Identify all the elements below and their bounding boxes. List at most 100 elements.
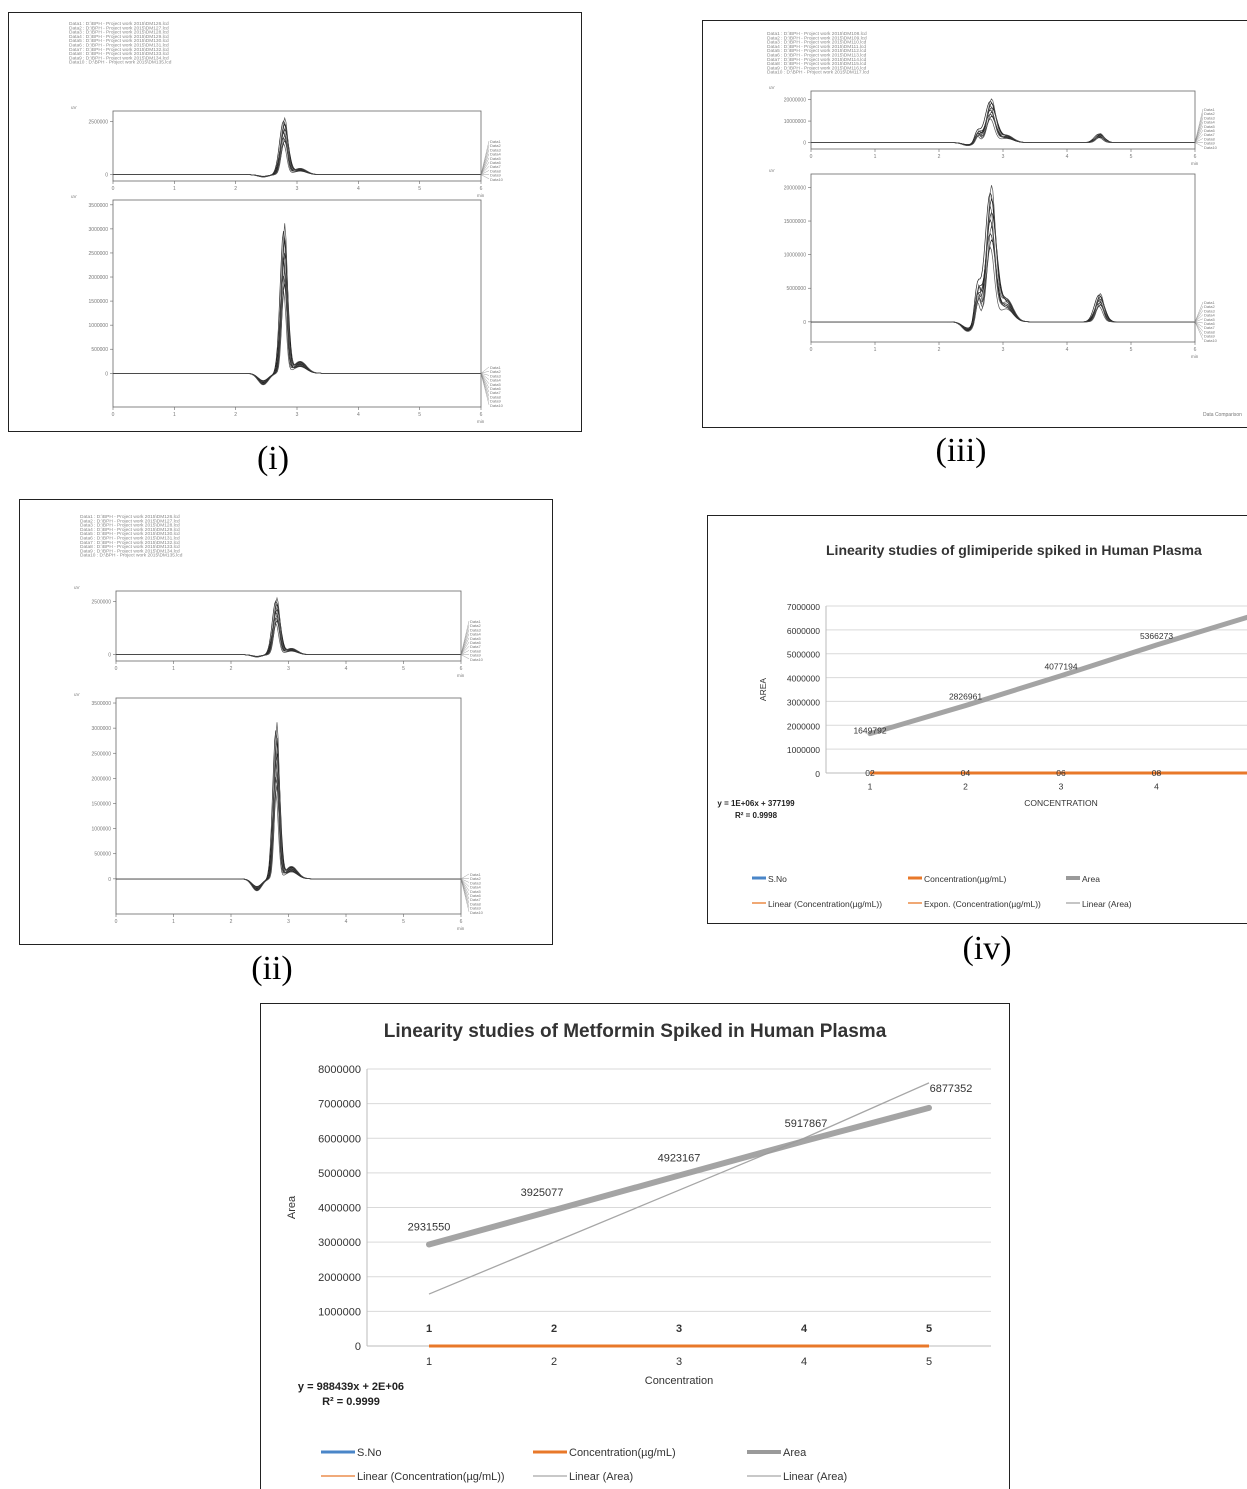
legend-leader <box>460 654 470 659</box>
legend-entry: Data9 <box>470 653 481 658</box>
data-file-entry: Data8 : D:\BPH - Project work 2015\DM133… <box>80 544 180 550</box>
data-label: 2931550 <box>408 1221 451 1233</box>
caption-i: (i) <box>256 440 290 477</box>
data-label-low: 08 <box>1152 768 1162 778</box>
chromatogram-trace <box>811 109 1195 146</box>
legend-leader <box>1194 121 1204 143</box>
y-tick-label: 1000000 <box>89 323 109 329</box>
y-tick-label: 8000000 <box>318 1064 361 1076</box>
legend-leader <box>1194 138 1204 143</box>
plot-frame <box>810 173 1196 343</box>
legend-leader <box>460 878 470 883</box>
x-tick-label: 6 <box>460 666 463 672</box>
data-file-entry: Data3 : D:\BPH - Project work 2015\DM110… <box>767 40 867 46</box>
x-tick-label: 4 <box>1066 154 1069 160</box>
legend-entry: Data10 <box>490 403 504 408</box>
trendline-equation: y = 1E+06x + 377199 <box>717 799 795 808</box>
plot-frame <box>810 90 1196 150</box>
legend-entry: Data5 <box>490 156 501 161</box>
chromatogram-trace <box>116 722 461 892</box>
y-tick-label: 6000000 <box>787 626 820 636</box>
caption-iii: (iii) <box>935 432 987 469</box>
legend-entry: Data5 <box>1204 317 1215 322</box>
x-tick-label: 0 <box>112 186 115 192</box>
x-tick-label: 3 <box>1002 154 1005 160</box>
legend-leader <box>480 145 490 175</box>
legend-leader <box>1194 301 1204 322</box>
legend-leader <box>1194 321 1204 340</box>
chromatogram-trace <box>811 102 1195 146</box>
y-tick-label: 0 <box>803 141 806 147</box>
chart-title: Linearity studies of glimiperide spiked … <box>826 542 1202 558</box>
x-tick-label: 0 <box>810 347 813 353</box>
chromatogram-trace <box>811 191 1195 332</box>
legend-entry: Data10 <box>490 177 504 182</box>
data-file-entry: Data7 : D:\BPH - Project work 2015\DM114… <box>767 57 867 63</box>
legend-leader <box>480 373 490 393</box>
y-tick-label: 1500000 <box>92 801 112 807</box>
legend-entry: Data3 <box>1204 308 1215 313</box>
y-axis-label: AREA <box>758 678 768 701</box>
legend-leader <box>1194 117 1204 143</box>
data-file-entry: Data10 : D:\BPH - Project work 2015\DM13… <box>69 60 172 66</box>
data-file-entry: Data1 : D:\BPH - Project work 2015\DM126… <box>80 514 180 520</box>
legend-entry: Data5 <box>490 382 501 387</box>
data-label-low: 3 <box>676 1323 682 1335</box>
chromatogram-trace <box>811 111 1195 146</box>
y-tick-label: 4000000 <box>787 674 820 684</box>
legend-entry: Data1 <box>490 139 501 144</box>
legend-leader <box>480 373 490 384</box>
legend-entry: Data5 <box>470 636 481 641</box>
y-tick-label: 5000000 <box>787 650 820 660</box>
x-tick-label: 1 <box>172 666 175 672</box>
legend-entry: Data3 <box>490 147 501 152</box>
x-tick-label: 6 <box>480 186 483 192</box>
y-tick-label: 0 <box>803 320 806 326</box>
chromatogram-trace <box>811 107 1195 146</box>
y-tick-label: 2500000 <box>89 251 109 257</box>
legend-entry: Data1 <box>1204 300 1215 305</box>
chromatogram-i: Data1 : D:\BPH - Project work 2015\DM126… <box>69 21 504 424</box>
chromatogram-trace <box>811 211 1195 331</box>
data-file-entry: Data6 : D:\BPH - Project work 2015\DM131… <box>69 43 169 49</box>
y-tick-label: 4000000 <box>318 1203 361 1215</box>
legend-leader <box>460 878 470 891</box>
chromatogram-trace <box>811 239 1195 329</box>
y-tick-label: 15000000 <box>784 219 806 225</box>
legend-entry: Data10 <box>470 910 484 915</box>
chromatogram-trace <box>811 218 1195 330</box>
legend-entry: Data6 <box>1204 321 1215 326</box>
y-tick-label: 1000000 <box>318 1306 361 1318</box>
chromatogram-panel-ii: Data1 : D:\BPH - Project work 2015\DM126… <box>19 499 553 945</box>
chromatogram-trace <box>811 224 1195 330</box>
data-label-low: 4 <box>801 1323 808 1335</box>
legend-entry: Data10 <box>470 657 484 662</box>
legend-leader <box>1194 306 1204 322</box>
legend-entry: Data8 <box>490 394 501 399</box>
x-tick-label: 4 <box>1154 782 1159 792</box>
y-tick-label: 3000000 <box>787 697 820 707</box>
unit-label: uV <box>71 105 77 110</box>
data-file-entry: Data3 : D:\BPH - Project work 2015\DM128… <box>80 523 180 529</box>
y-tick-label: 20000000 <box>784 185 806 191</box>
legend-leader <box>460 629 470 655</box>
legend-leader <box>480 170 490 175</box>
legend-leader <box>480 161 490 175</box>
legend-entry: Concentration(µg/mL) <box>924 874 1007 884</box>
data-file-entry: Data10 : D:\BPH - Project work 2015\DM13… <box>80 553 183 559</box>
x-tick-label: 2 <box>234 412 237 418</box>
chromatogram-trace <box>113 223 481 386</box>
legend-entry: Data1 <box>470 619 481 624</box>
x-tick-label: 2 <box>551 1356 557 1368</box>
legend-entry: Area <box>1082 874 1100 884</box>
data-label: 3925077 <box>521 1187 564 1199</box>
x-tick-label: 1 <box>173 412 176 418</box>
data-file-entry: Data4 : D:\BPH - Project work 2015\DM111… <box>767 44 866 50</box>
legend-leader <box>460 633 470 655</box>
y-tick-label: 0 <box>108 653 111 659</box>
data-label-low: 02 <box>865 768 875 778</box>
legend-entry: Data4 <box>490 378 501 383</box>
data-file-entry: Data6 : D:\BPH - Project work 2015\DM131… <box>80 536 180 542</box>
metformin-linearity-panel: Linearity studies of Metformin Spiked in… <box>260 1003 1010 1489</box>
legend-entry: Data1 <box>470 872 481 877</box>
